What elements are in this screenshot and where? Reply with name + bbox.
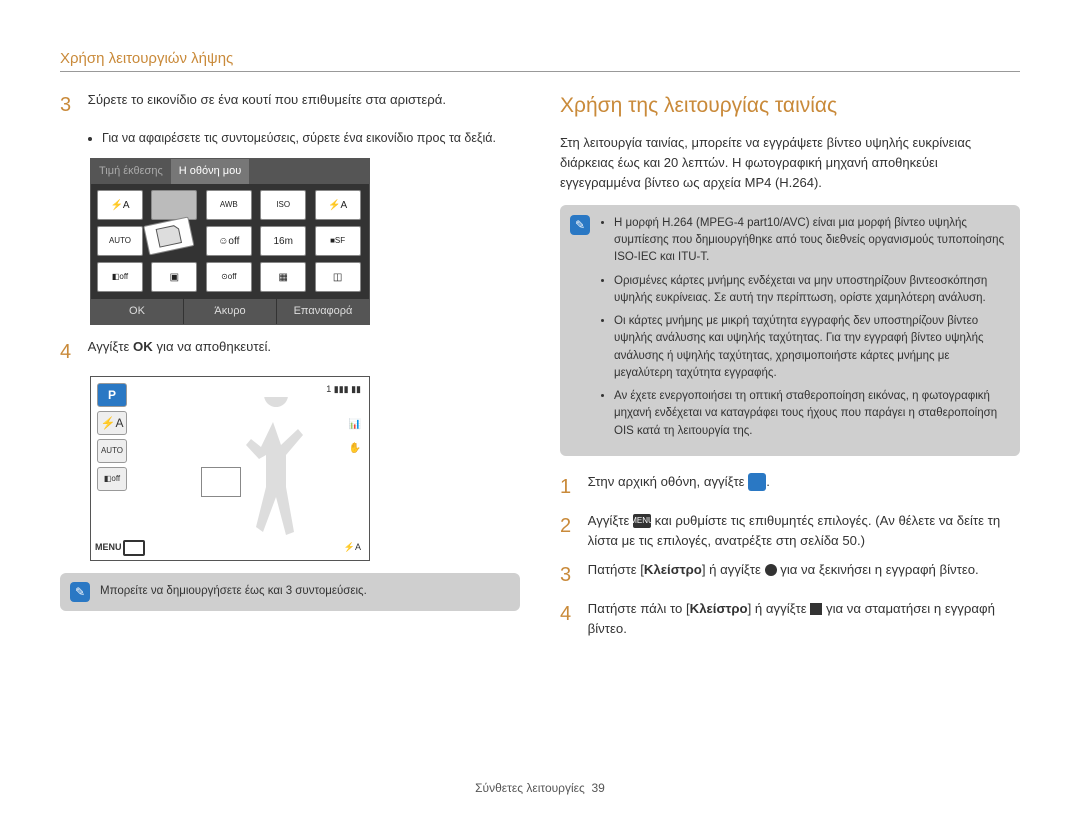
step-4: 4 Αγγίξτε OK για να αποθηκευτεί.	[60, 337, 520, 368]
bullet-item: Για να αφαιρέσετε τις συντομεύσεις, σύρε…	[102, 129, 520, 148]
note-text: Μπορείτε να δημιουργήσετε έως και 3 συντ…	[100, 585, 367, 597]
intro-text: Στη λειτουργία ταινίας, μπορείτε να εγγρ…	[560, 133, 1020, 193]
cell-awb: AWB	[206, 190, 252, 220]
counter: 1 ▮▮▮ ▮▮	[326, 383, 361, 397]
cell-sdcard	[144, 217, 195, 256]
step-number: 3	[60, 90, 84, 121]
tab-exposure: Τιμή έκθεσης	[91, 159, 171, 184]
sdcard-icon	[152, 223, 186, 251]
step-text: Πατήστε πάλι το [Κλείστρο] ή αγγίξτε για…	[588, 599, 1008, 640]
note-item: Οι κάρτες μνήμης με μικρή ταχύτητα εγγρα…	[614, 313, 1008, 382]
cell-off: ◧off	[97, 262, 143, 292]
step-number: 3	[560, 560, 584, 591]
preview-screen-mock: P ⚡A AUTO ◧off 1 ▮▮▮ ▮▮ 📊 ✋ MENU	[90, 376, 370, 561]
cell-frame: ◫	[315, 262, 361, 292]
step-number: 2	[560, 511, 584, 542]
step-text: Σύρετε το εικονίδιο σε ένα κουτί που επι…	[88, 90, 508, 110]
auto-icon: AUTO	[97, 439, 127, 463]
cell-flash: ⚡A	[97, 190, 143, 220]
cell-empty	[151, 190, 197, 220]
cell-iso: ISO	[260, 190, 306, 220]
menu-box-icon	[123, 540, 145, 556]
cancel-button: Άκυρο	[184, 298, 277, 324]
note-item: Η μορφή H.264 (MPEG-4 part10/AVC) είναι …	[614, 215, 1008, 267]
focus-rect	[201, 467, 241, 497]
cell-sf: ■SF	[315, 226, 361, 256]
step-3: 3 Σύρετε το εικονίδιο σε ένα κουτί που ε…	[60, 90, 520, 121]
histogram-icon: 📊	[349, 417, 361, 433]
off-icon: ◧off	[97, 467, 127, 491]
person-silhouette	[231, 397, 321, 547]
step-text: Αγγίξτε MENU και ρυθμίστε τις επιθυμητές…	[588, 511, 1008, 552]
step-number: 4	[560, 599, 584, 630]
step-2: 2 Αγγίξτε MENU και ρυθμίστε τις επιθυμητ…	[560, 511, 1020, 552]
step-text: Πατήστε [Κλείστρο] ή αγγίξτε για να ξεκι…	[588, 560, 1008, 580]
info-notes: ✎ Η μορφή H.264 (MPEG-4 part10/AVC) είνα…	[560, 205, 1020, 456]
flash-icon: ⚡A	[97, 411, 127, 435]
note-icon: ✎	[70, 582, 90, 602]
note-icon: ✎	[570, 215, 590, 235]
section-title: Χρήση της λειτουργίας ταινίας	[560, 90, 1020, 123]
note-list: Η μορφή H.264 (MPEG-4 part10/AVC) είναι …	[614, 215, 1008, 440]
ok-button: OK	[91, 298, 184, 324]
step-number: 1	[560, 472, 584, 503]
step-3: 3 Πατήστε [Κλείστρο] ή αγγίξτε για να ξε…	[560, 560, 1020, 591]
cell-flash2: ⚡A	[315, 190, 361, 220]
step-text: Αγγίξτε OK για να αποθηκευτεί.	[88, 337, 508, 357]
step-1: 1 Στην αρχική οθόνη, αγγίξτε .	[560, 472, 1020, 503]
screen-buttons: OK Άκυρο Επαναφορά	[91, 298, 369, 324]
right-column: Χρήση της λειτουργίας ταινίας Στη λειτου…	[560, 90, 1020, 648]
step-number: 4	[60, 337, 84, 368]
movie-mode-icon	[748, 473, 766, 491]
mode-p-icon: P	[97, 383, 127, 407]
shortcut-grid: ⚡A AWB ISO ⚡A AUTO ☺off 16m ■SF ◧off	[91, 184, 369, 298]
flash-indicator: ⚡A	[344, 541, 361, 555]
record-icon	[765, 564, 777, 576]
my-screen-mock: Τιμή έκθεσης Η οθόνη μου ⚡A AWB ISO ⚡A A…	[90, 158, 370, 325]
note-item: Αν έχετε ενεργοποιήσει τη οπτική σταθερο…	[614, 388, 1008, 440]
note-shortcuts: ✎ Μπορείτε να δημιουργήσετε έως και 3 συ…	[60, 573, 520, 611]
step-4: 4 Πατήστε πάλι το [Κλείστρο] ή αγγίξτε γ…	[560, 599, 1020, 640]
cell-off2: ⊙off	[206, 262, 252, 292]
stabilizer-icon: ✋	[349, 441, 361, 457]
step-text: Στην αρχική οθόνη, αγγίξτε .	[588, 472, 1008, 492]
reset-button: Επαναφορά	[277, 298, 369, 324]
tab-myscreen: Η οθόνη μου	[171, 159, 250, 184]
right-indicators: 📊 ✋	[349, 417, 361, 464]
cell-meter: ▣	[151, 262, 197, 292]
stop-icon	[810, 603, 822, 615]
cell-photo: ▦	[260, 262, 306, 292]
page-footer: Σύνθετες λειτουργίες 39	[0, 781, 1080, 795]
cell-face: ☺off	[206, 226, 252, 256]
sidebar-icons: P ⚡A AUTO ◧off	[97, 383, 127, 495]
left-column: 3 Σύρετε το εικονίδιο σε ένα κουτί που ε…	[60, 90, 520, 648]
step-3-bullets: Για να αφαιρέσετε τις συντομεύσεις, σύρε…	[102, 129, 520, 148]
menu-label: MENU	[95, 541, 122, 555]
menu-icon: MENU	[633, 514, 651, 528]
tabs: Τιμή έκθεσης Η οθόνη μου	[91, 159, 369, 184]
cell-size: 16m	[260, 226, 306, 256]
note-item: Ορισμένες κάρτες μνήμης ενδέχεται να μην…	[614, 273, 1008, 308]
page-header: Χρήση λειτουργιών λήψης	[60, 50, 1020, 72]
cell-auto: AUTO	[97, 226, 143, 256]
